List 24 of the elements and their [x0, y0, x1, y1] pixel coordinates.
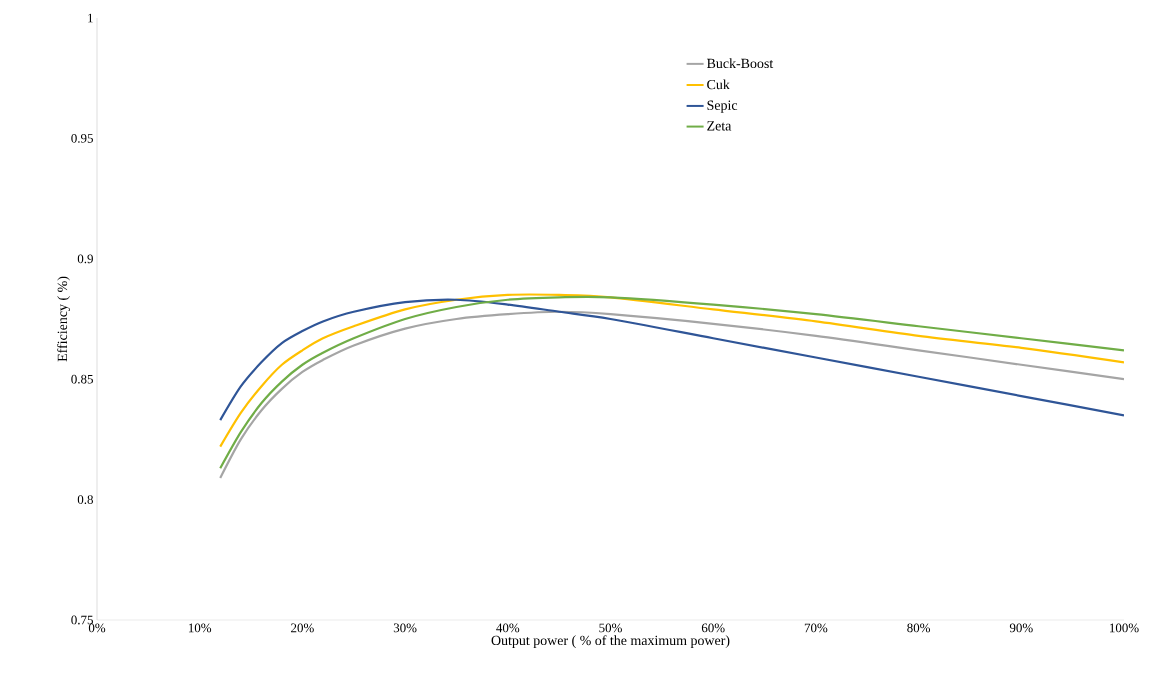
y-tick-label: 1 — [88, 13, 93, 23]
legend-label: Sepic — [707, 100, 738, 113]
x-tick-label: 60% — [701, 623, 725, 633]
x-tick-label: 100% — [1110, 623, 1139, 633]
x-axis-title: Output power ( % of the maximum power) — [491, 635, 730, 648]
x-tick-label: 70% — [804, 623, 828, 633]
y-tick-label: 0.75 — [71, 615, 93, 625]
legend-label: Cuk — [707, 79, 730, 90]
legend-label: Zeta — [707, 121, 732, 131]
y-tick-label: 0.8 — [77, 495, 93, 504]
x-tick-label: 30% — [393, 623, 417, 633]
x-tick-label: 0% — [88, 623, 106, 633]
x-tick-label: 80% — [907, 623, 931, 633]
y-tick-label: 0.95 — [71, 134, 93, 143]
x-tick-label: 20% — [291, 623, 314, 633]
line-series — [219, 298, 1124, 422]
x-tick-label: 40% — [496, 623, 520, 633]
y-tick-label: 0.9 — [77, 254, 93, 264]
x-tick-label: 90% — [1009, 623, 1033, 633]
x-tick-label: 10% — [188, 623, 212, 633]
x-tick-label: 50% — [599, 623, 622, 633]
y-axis-title: Efficiency ( %) — [57, 276, 70, 362]
y-tick-label: 0.85 — [71, 374, 93, 384]
legend-label: Buck-Boost — [706, 58, 774, 69]
